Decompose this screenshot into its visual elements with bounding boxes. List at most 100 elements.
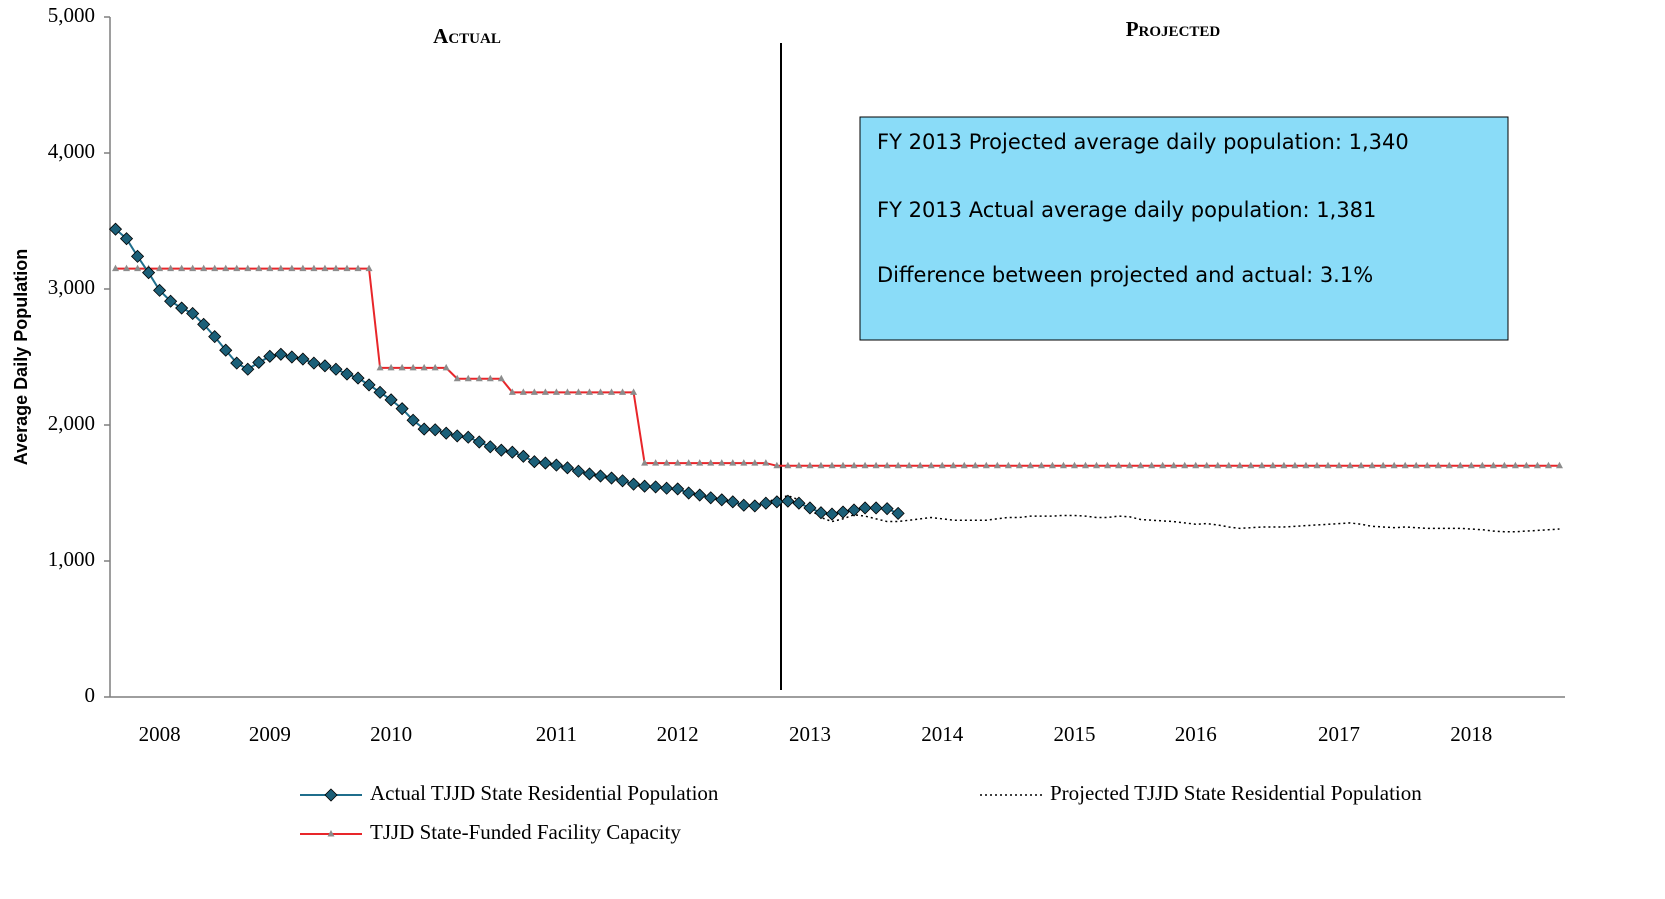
marker xyxy=(1048,461,1056,469)
marker xyxy=(751,459,759,466)
x-tick-label: 2017 xyxy=(1318,722,1360,746)
marker xyxy=(682,486,696,500)
marker xyxy=(417,422,431,436)
legend-label: TJJD State-Funded Facility Capacity xyxy=(370,820,681,844)
marker xyxy=(836,505,850,519)
marker xyxy=(208,330,222,344)
marker xyxy=(693,488,707,502)
marker xyxy=(574,388,582,395)
marker xyxy=(244,264,252,272)
x-tick-label: 2010 xyxy=(370,722,412,746)
y-tick-label: 5,000 xyxy=(48,3,95,27)
marker xyxy=(1335,461,1343,469)
marker xyxy=(1070,461,1078,469)
marker xyxy=(792,496,806,510)
marker xyxy=(585,388,593,395)
marker xyxy=(960,461,968,469)
marker xyxy=(726,495,740,509)
info-text: FY 2013 Projected average daily populati… xyxy=(877,130,1409,154)
marker xyxy=(1280,461,1288,469)
marker xyxy=(858,501,872,515)
y-tick-label: 2,000 xyxy=(48,411,95,435)
marker xyxy=(696,459,704,466)
marker xyxy=(541,388,549,395)
y-axis-label: Average Daily Population xyxy=(11,249,31,465)
marker xyxy=(472,435,486,449)
marker xyxy=(971,461,979,469)
marker xyxy=(211,264,219,272)
marker xyxy=(222,264,230,272)
x-tick-label: 2018 xyxy=(1450,722,1492,746)
marker xyxy=(861,461,869,469)
marker xyxy=(1478,461,1486,469)
marker xyxy=(112,264,120,272)
x-tick-label: 2009 xyxy=(249,722,291,746)
marker xyxy=(384,393,398,407)
marker xyxy=(1247,461,1255,469)
marker xyxy=(431,363,439,371)
marker xyxy=(552,388,560,395)
marker xyxy=(619,388,627,395)
marker xyxy=(905,461,913,469)
marker xyxy=(891,506,905,520)
marker xyxy=(814,506,828,520)
marker xyxy=(461,430,475,444)
marker xyxy=(627,477,641,491)
marker xyxy=(872,461,880,469)
marker xyxy=(1324,461,1332,469)
marker xyxy=(1037,461,1045,469)
marker xyxy=(938,461,946,469)
marker xyxy=(1456,461,1464,469)
marker xyxy=(1500,461,1508,469)
marker xyxy=(883,461,891,469)
marker xyxy=(373,385,387,399)
marker xyxy=(1390,461,1398,469)
marker xyxy=(233,264,241,272)
y-tick-label: 4,000 xyxy=(48,139,95,163)
marker xyxy=(351,371,365,385)
marker xyxy=(1203,461,1211,469)
marker xyxy=(1434,461,1442,469)
marker xyxy=(685,459,693,466)
marker xyxy=(638,479,652,493)
marker xyxy=(571,464,586,478)
marker xyxy=(825,507,839,521)
marker xyxy=(1181,461,1189,469)
marker xyxy=(1093,461,1101,469)
marker xyxy=(604,471,619,485)
marker xyxy=(759,496,773,510)
marker xyxy=(608,388,616,395)
marker xyxy=(704,491,718,505)
marker xyxy=(803,501,817,515)
marker xyxy=(409,363,417,371)
marker xyxy=(365,264,373,272)
x-tick-label: 2015 xyxy=(1053,722,1095,746)
marker xyxy=(285,350,299,364)
marker xyxy=(1412,461,1420,469)
marker xyxy=(538,456,552,470)
marker xyxy=(1115,461,1123,469)
marker xyxy=(263,349,277,363)
marker xyxy=(563,388,571,395)
marker xyxy=(927,461,935,469)
marker xyxy=(582,467,597,481)
marker xyxy=(1346,461,1354,469)
y-tick-label: 1,000 xyxy=(48,547,95,571)
marker xyxy=(494,443,508,457)
marker xyxy=(1368,461,1376,469)
marker xyxy=(1544,461,1552,469)
marker xyxy=(1214,461,1222,469)
marker xyxy=(395,402,409,416)
marker xyxy=(186,306,200,321)
marker xyxy=(549,458,563,472)
marker xyxy=(795,461,803,469)
marker xyxy=(241,362,255,376)
y-tick-label: 3,000 xyxy=(48,275,95,299)
marker xyxy=(439,426,453,440)
marker xyxy=(1467,461,1475,469)
marker xyxy=(1258,461,1266,469)
marker xyxy=(649,480,663,494)
section-label: Actual xyxy=(433,24,501,48)
marker xyxy=(119,232,134,246)
